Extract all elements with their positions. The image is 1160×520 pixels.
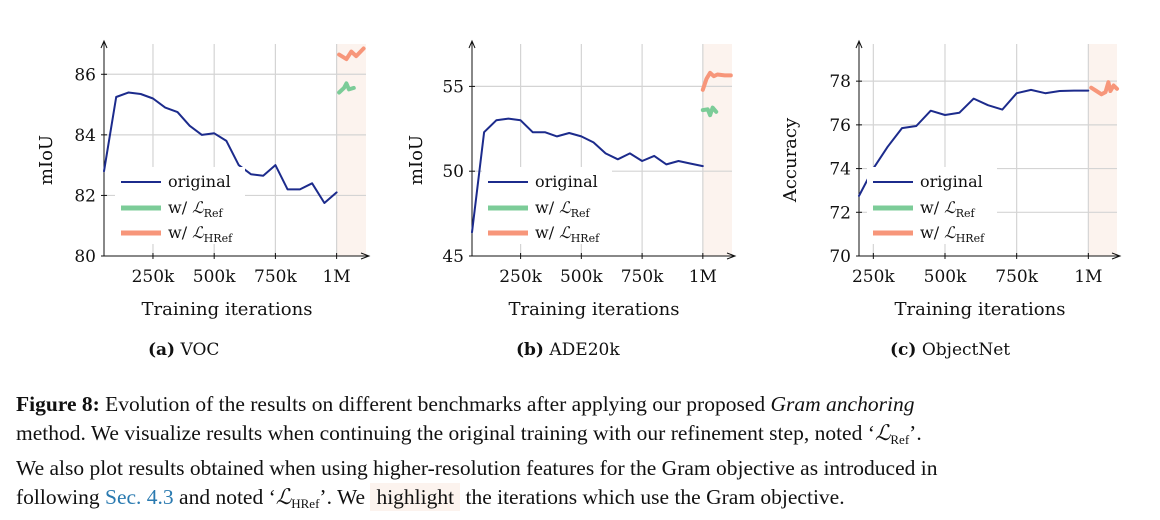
x-tick-label: 1M — [322, 267, 350, 287]
legend: original w/ ℒRef w/ ℒHRef — [115, 167, 245, 245]
caption-sub-href: HRef — [291, 495, 320, 511]
original-series-line — [471, 117, 704, 234]
href-series-line — [1089, 80, 1119, 97]
x-tick-label: 250k — [499, 267, 542, 287]
caption-line-3: We also plot results obtained when using… — [16, 456, 938, 480]
subcaption-objectnet: (c) ObjectNet — [890, 340, 1010, 360]
caption-line-4: following Sec. 4.3 and noted ‘ℒHRef’. We… — [16, 482, 1146, 519]
y-tick-label: 86 — [74, 65, 96, 85]
x-axis-arrow-icon — [360, 252, 371, 260]
subcaption-ade20k: (b) ADE20k — [516, 340, 620, 360]
subcaption-voc: (a) VOC — [148, 340, 219, 360]
ade20k-chart: 250k 500k 750k 1M 45 50 55 Training iterations m… — [406, 39, 737, 320]
subcaption-voc-letter: (a) — [148, 340, 176, 360]
y-tick-label: 78 — [829, 72, 851, 92]
figure-label: Figure 8: — [16, 392, 100, 416]
x-tick-label: 250k — [132, 267, 175, 287]
legend-href-label: w/ ℒHRef — [168, 223, 233, 245]
legend-ref-label: w/ ℒRef — [535, 198, 590, 220]
caption-symbol-lref: ℒ — [874, 420, 891, 446]
caption-text-4a: following — [16, 484, 105, 509]
gram-highlight-band — [1088, 44, 1117, 256]
legend-ref-label: w/ ℒRef — [920, 198, 975, 220]
y-tick-label: 70 — [829, 247, 851, 267]
x-tick-label: 750k — [254, 267, 297, 287]
y-axis-arrow-icon — [468, 39, 476, 49]
caption-line-2: method. We visualize results when contin… — [16, 419, 1146, 455]
gram-highlight-band — [336, 44, 366, 256]
href-series-line — [700, 70, 733, 92]
caption-text-4c: ’. We — [319, 484, 371, 509]
x-tick-label: 1M — [1074, 267, 1102, 287]
y-tick-label: 55 — [442, 77, 464, 97]
x-tick-label: 500k — [560, 267, 603, 287]
original-series-line — [858, 88, 1090, 197]
caption-text-4b: and noted ‘ — [173, 484, 276, 509]
caption-text-1a: Evolution of the results on different be… — [99, 392, 771, 416]
x-axis-label: Training iterations — [142, 299, 313, 320]
x-tick-label: 250k — [852, 267, 895, 287]
y-tick-label: 84 — [74, 126, 96, 146]
section-link[interactable]: Sec. 4.3 — [104, 484, 174, 509]
caption-text-2a: method. We visualize results when contin… — [16, 420, 875, 445]
legend-href-label: w/ ℒHRef — [920, 223, 985, 245]
y-tick-label: 74 — [829, 160, 851, 180]
objectnet-chart: 250k 500k 750k 1M 70 72 74 76 78 Training iterati… — [780, 39, 1122, 320]
y-tick-label: 50 — [442, 162, 464, 182]
x-axis-arrow-icon — [1111, 252, 1122, 260]
original-series-line — [103, 91, 338, 204]
caption-sub-ref: Ref — [890, 431, 910, 447]
y-axis-arrow-icon — [855, 39, 863, 49]
y-tick-label: 80 — [74, 247, 96, 267]
y-tick-label: 45 — [442, 247, 464, 267]
y-axis-label: mIoU — [406, 135, 427, 185]
y-tick-label: 76 — [829, 116, 851, 136]
subcaption-objectnet-letter: (c) — [890, 340, 917, 360]
x-axis-arrow-icon — [726, 252, 737, 260]
voc-chart: 250k 500k 750k 1M 80 82 84 86 Training iteration… — [36, 39, 371, 320]
legend-original-label: original — [535, 172, 598, 191]
x-tick-label: 500k — [193, 267, 236, 287]
subcaption-ade20k-letter: (b) — [516, 340, 544, 360]
subcaption-ade20k-name: ADE20k — [549, 340, 620, 360]
y-axis-arrow-icon — [100, 39, 108, 49]
legend: original w/ ℒRef w/ ℒHRef — [867, 167, 997, 245]
caption-text-4d: the iterations which use the Gram object… — [460, 484, 845, 509]
y-axis-label: mIoU — [36, 135, 57, 185]
legend-ref-label: w/ ℒRef — [168, 198, 223, 220]
subcaption-voc-name: VOC — [180, 340, 220, 360]
figure-caption: Figure 8: Evolution of the results on di… — [16, 390, 1146, 518]
caption-line-1: Figure 8: Evolution of the results on di… — [16, 390, 1146, 419]
y-tick-label: 82 — [74, 186, 96, 206]
x-tick-label: 500k — [924, 267, 967, 287]
caption-symbol-lhref: ℒ — [275, 484, 292, 510]
legend-original-label: original — [168, 172, 231, 191]
y-tick-label: 72 — [829, 203, 851, 223]
ref-series-line — [337, 81, 356, 95]
x-tick-label: 1M — [689, 267, 717, 287]
x-axis-label: Training iterations — [509, 299, 680, 320]
x-tick-label: 750k — [621, 267, 664, 287]
y-axis-label: Accuracy — [780, 117, 801, 203]
legend-original-label: original — [920, 172, 983, 191]
legend: original w/ ℒRef w/ ℒHRef — [482, 167, 612, 245]
x-tick-label: 750k — [995, 267, 1038, 287]
ref-series-line — [700, 105, 719, 118]
x-axis-label: Training iterations — [895, 299, 1066, 320]
subcaption-objectnet-name: ObjectNet — [921, 340, 1011, 360]
caption-highlight: highlight — [370, 482, 461, 511]
caption-text-2b: ’. — [909, 420, 922, 445]
caption-gram-anchoring: Gram anchoring — [770, 392, 915, 416]
href-series-line — [337, 46, 366, 62]
legend-href-label: w/ ℒHRef — [535, 223, 600, 245]
